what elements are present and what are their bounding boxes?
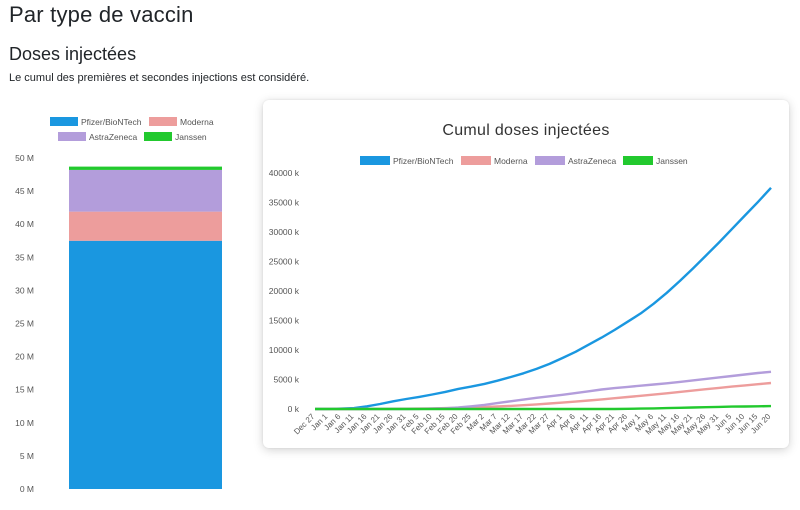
y-tick-label: 35 M <box>15 252 34 262</box>
y-tick-label: 40 M <box>15 219 34 229</box>
legend-label-janssen[interactable]: Janssen <box>656 156 688 166</box>
y-tick-label: 50 M <box>15 153 34 163</box>
series-line-pfizer-biontech <box>314 186 772 411</box>
legend-swatch-pfizer-biontech[interactable] <box>50 117 78 126</box>
y-tick-label: 5 M <box>20 451 34 461</box>
y-tick-label: 30 M <box>15 285 34 295</box>
legend-label-janssen[interactable]: Janssen <box>175 132 207 142</box>
legend-swatch-janssen[interactable] <box>144 132 172 141</box>
line-chart: Cumul doses injectées Pfizer/BioNTech Mode… <box>269 122 773 437</box>
page-title: Par type de vaccin <box>9 2 194 27</box>
legend-swatch-moderna[interactable] <box>149 117 177 126</box>
legend-label-astrazeneca[interactable]: AstraZeneca <box>568 156 616 166</box>
legend-label-astrazeneca[interactable]: AstraZeneca <box>89 132 137 142</box>
legend-label-moderna[interactable]: Moderna <box>494 156 528 166</box>
y-tick-label: 25000 k <box>269 257 300 267</box>
chart-title: Cumul doses injectées <box>442 122 609 139</box>
y-tick-label: 20000 k <box>269 286 300 296</box>
y-tick-label: 10 M <box>15 418 34 428</box>
legend-label-moderna[interactable]: Moderna <box>180 117 214 127</box>
bar-segment-pfizer-biontech <box>69 240 222 489</box>
legend-label-pfizer-biontech[interactable]: Pfizer/BioNTech <box>81 117 142 127</box>
legend-swatch-moderna[interactable] <box>461 156 491 165</box>
y-tick-label: 45 M <box>15 186 34 196</box>
y-tick-label: 40000 k <box>269 168 300 178</box>
legend-label-pfizer-biontech[interactable]: Pfizer/BioNTech <box>393 156 454 166</box>
y-tick-label: 15000 k <box>269 316 300 326</box>
y-tick-label: 15 M <box>15 385 34 395</box>
section-title: Doses injectées <box>9 44 137 64</box>
stacked-bar-chart: Pfizer/BioNTech Moderna AstraZeneca Janssen… <box>15 117 222 494</box>
y-tick-label: 30000 k <box>269 227 300 237</box>
y-tick-label: 10000 k <box>269 345 300 355</box>
legend-swatch-astrazeneca[interactable] <box>58 132 86 141</box>
legend-swatch-pfizer-biontech[interactable] <box>360 156 390 165</box>
y-tick-label: 20 M <box>15 352 34 362</box>
y-tick-label: 25 M <box>15 319 34 329</box>
legend-swatch-janssen[interactable] <box>623 156 653 165</box>
note-text: Le cumul des premières et secondes injec… <box>9 72 310 84</box>
line-chart-card: Cumul doses injectées Pfizer/BioNTech Mode… <box>263 100 789 448</box>
bar-segment-astrazeneca <box>69 169 222 212</box>
series-line-janssen <box>315 404 772 411</box>
y-tick-label: 0 k <box>288 404 300 414</box>
y-tick-label: 35000 k <box>269 198 300 208</box>
y-tick-label: 0 M <box>20 484 34 494</box>
bar-segment-janssen <box>69 166 222 170</box>
legend-swatch-astrazeneca[interactable] <box>535 156 565 165</box>
y-tick-label: 5000 k <box>273 375 299 385</box>
bar-segment-moderna <box>69 211 222 241</box>
